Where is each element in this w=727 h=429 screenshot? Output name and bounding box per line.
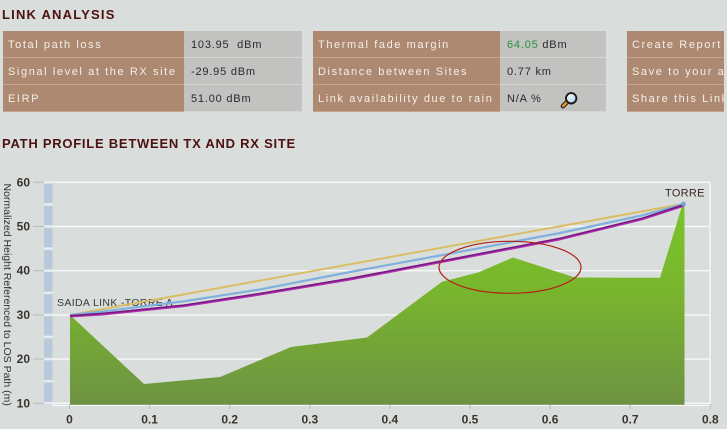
svg-text:30: 30: [17, 308, 31, 322]
svg-text:Normalized Height Referenced t: Normalized Height Referenced to LOS Path…: [1, 184, 13, 406]
svg-text:60: 60: [17, 175, 31, 189]
svg-text:0.5: 0.5: [462, 413, 479, 427]
svg-text:10: 10: [17, 396, 31, 410]
svg-text:0.6: 0.6: [542, 413, 559, 427]
svg-text:0.8: 0.8: [702, 413, 719, 427]
svg-text:0.4: 0.4: [382, 413, 399, 427]
svg-text:50: 50: [17, 220, 31, 234]
svg-text:TORRE: TORRE: [665, 188, 705, 200]
svg-text:0.3: 0.3: [301, 413, 318, 427]
svg-text:0.1: 0.1: [141, 413, 158, 427]
svg-text:40: 40: [17, 264, 31, 278]
svg-text:0: 0: [66, 413, 73, 427]
svg-text:20: 20: [17, 352, 31, 366]
svg-text:0.2: 0.2: [221, 413, 238, 427]
svg-text:0.7: 0.7: [622, 413, 639, 427]
